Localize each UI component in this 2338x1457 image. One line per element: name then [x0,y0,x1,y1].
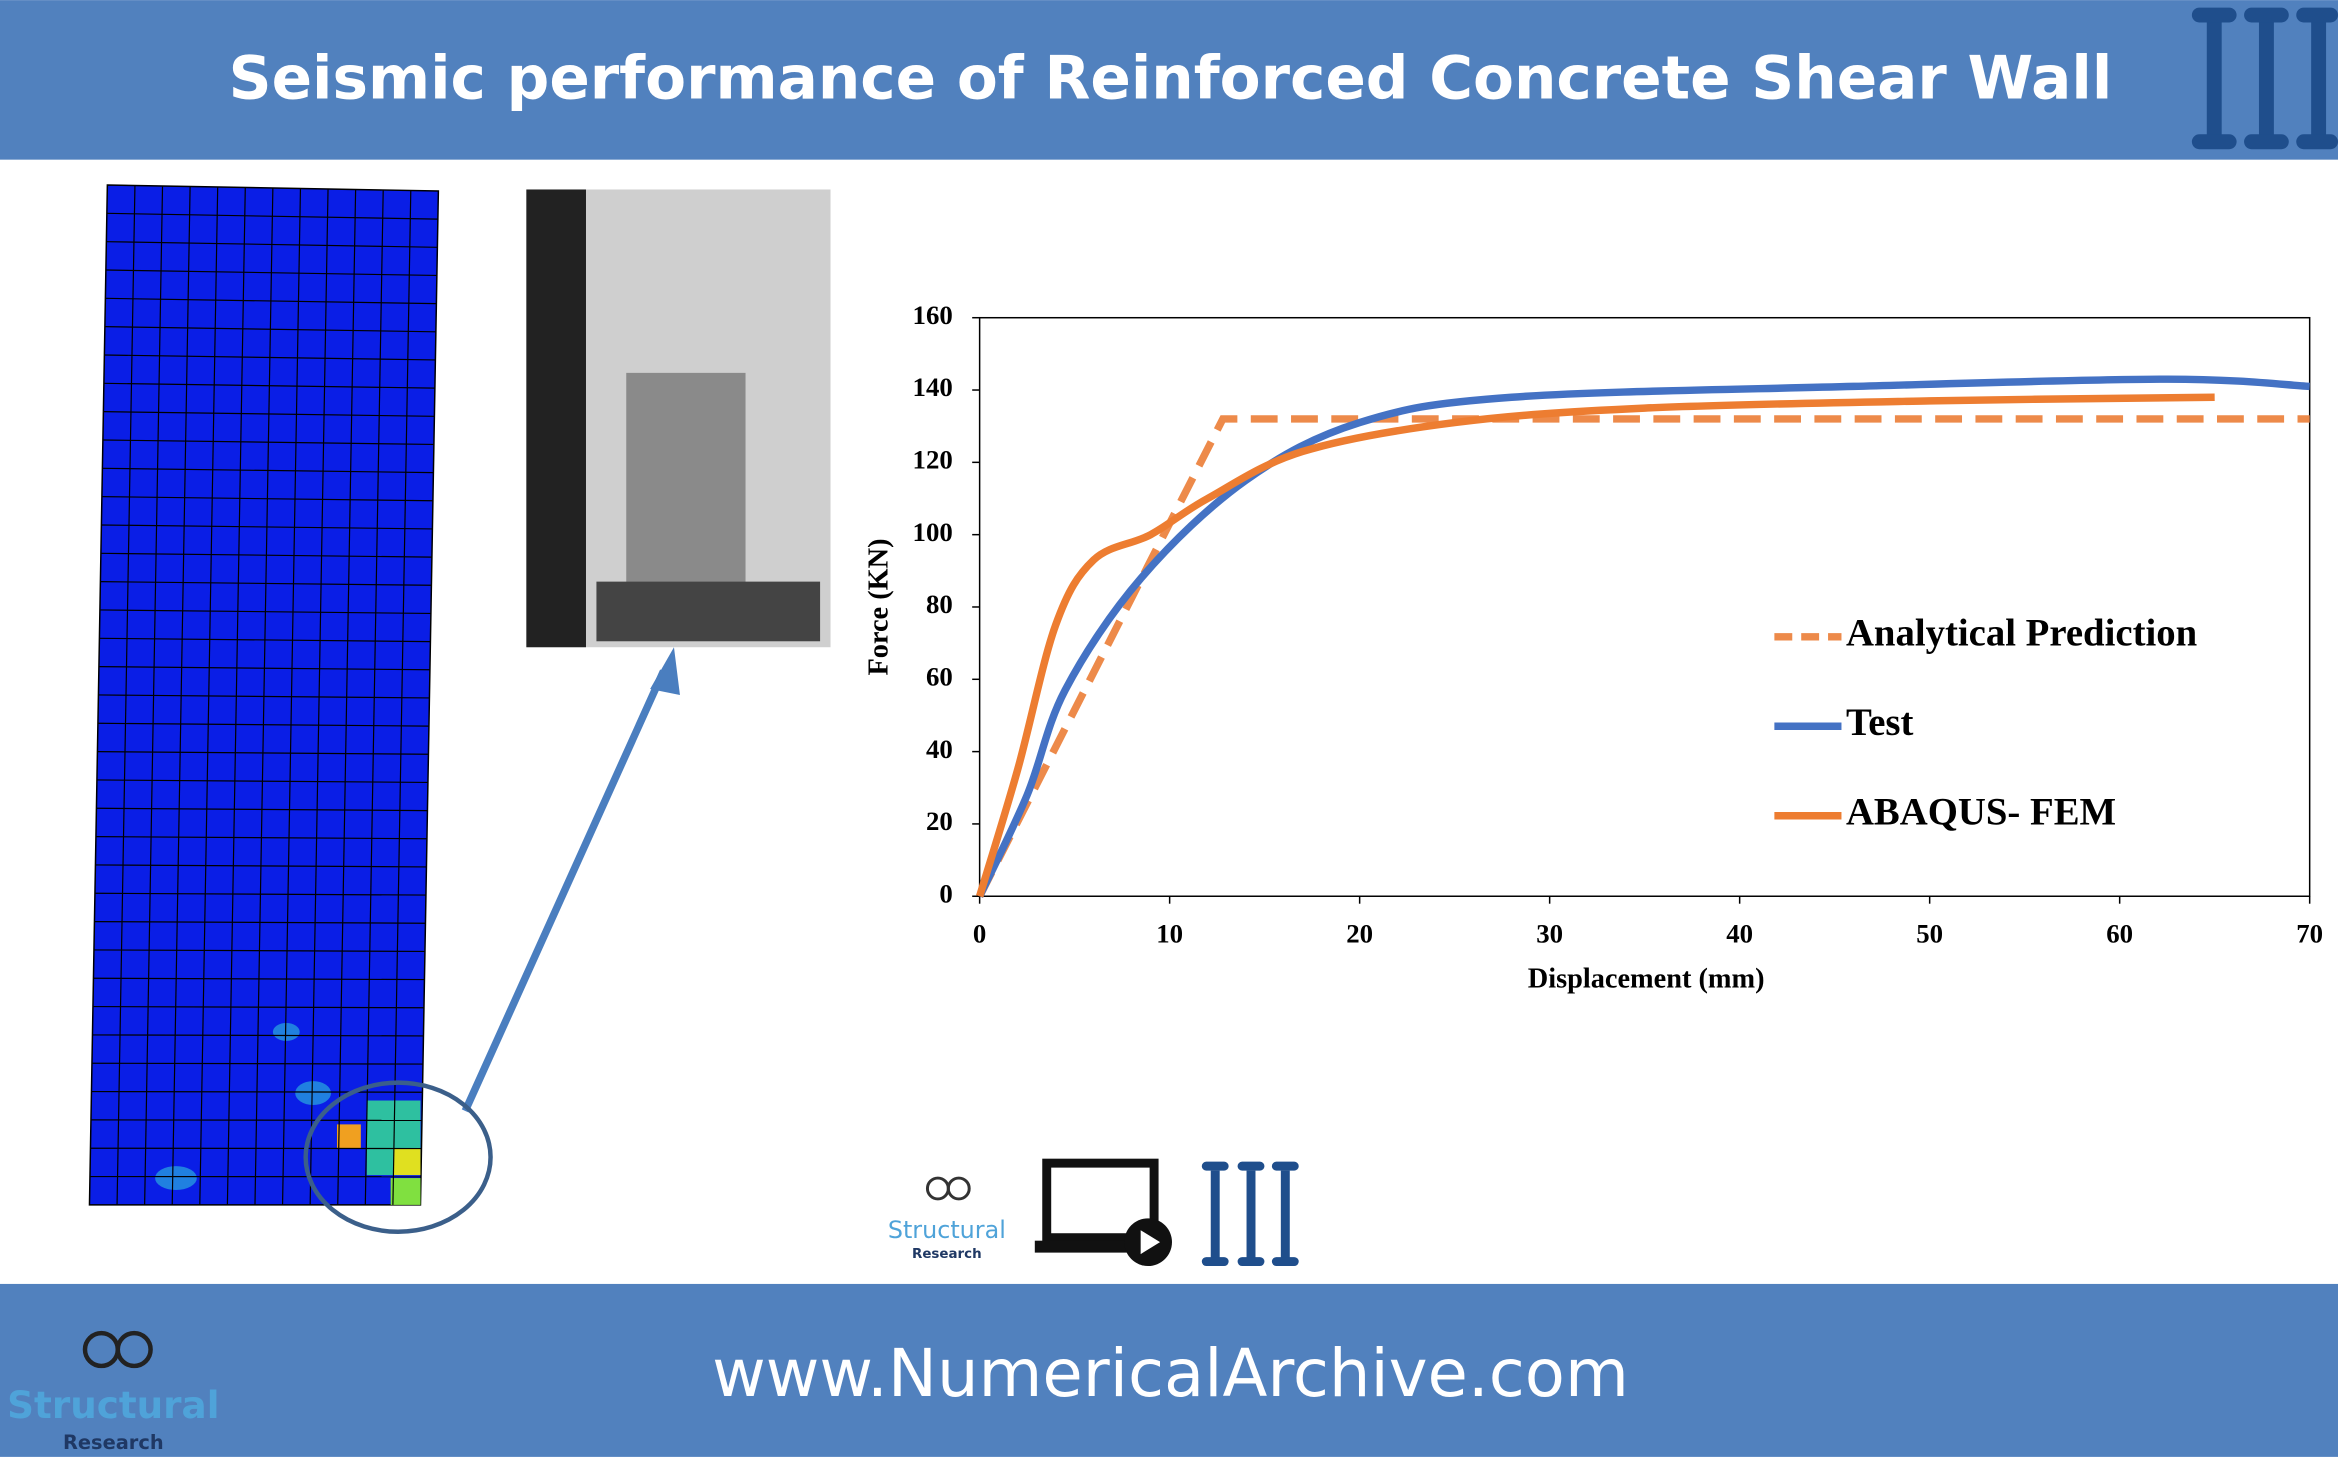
y-tick-label: 120 [913,445,953,475]
mesh-line [98,666,430,671]
mesh-line [96,807,428,812]
brand-icon [1201,1161,1299,1267]
mesh-line [102,467,434,474]
mesh-line [93,977,425,981]
x-tick-label: 40 [1726,919,1753,949]
series-line [976,375,2310,898]
mesh-line [101,496,433,502]
title: Seismic performance of Reinforced Concre… [229,45,2113,114]
mesh-line [104,326,436,333]
y-tick-label: 140 [913,372,953,402]
mesh-line [103,411,435,417]
mesh-line [95,864,427,868]
mesh-line [100,581,432,586]
mesh-line [95,836,427,840]
logo-name: Structural [888,1216,1006,1244]
x-tick-label: 50 [1916,919,1943,949]
mesh-line [105,269,437,277]
mesh-line [99,637,431,643]
x-tick-label: 70 [2296,919,2323,949]
y-tick-label: 80 [926,589,953,619]
mesh-line [91,1062,423,1065]
series-line [976,393,2215,898]
legend-label: Test [1846,701,1914,744]
mesh-line [96,779,428,784]
mesh-line [92,1034,424,1037]
chart: Displacement (mm) Force (KN) 0 10 20 30 40 50… [864,300,2323,995]
test-photo [526,189,831,648]
mesh-line [106,212,438,220]
y-tick-label: 160 [913,300,953,330]
x-tick-label: 10 [1156,919,1183,949]
mesh-line [101,524,433,530]
arrow-head [650,647,680,695]
pointer-arrow [461,669,667,1113]
x-tick-label: 0 [973,919,986,949]
mesh-line [94,892,426,896]
mesh-line [92,1005,424,1009]
small-logo: Structural Research [888,1176,1006,1262]
header-icon [2191,7,2338,150]
y-axis-label: Force (KN) [864,538,895,675]
series-line [976,415,2310,898]
legend-label: ABAQUS- FEM [1846,791,2116,834]
mesh-line [100,552,432,558]
footer-url: www.NumericalArchive.com [712,1336,1629,1412]
y-tick-label: 0 [939,878,952,908]
mesh-line [102,439,434,446]
video-icon [1034,1158,1172,1267]
footer-logo: Structural Research [7,1330,219,1454]
logo-name: Structural [7,1383,219,1427]
x-tick-label: 20 [1346,919,1373,949]
header-bar [0,0,2338,160]
y-tick-label: 40 [926,734,953,764]
logo-sub: Research [912,1247,982,1262]
legend-label: Analytical Prediction [1846,612,2197,655]
mesh-line [97,722,429,727]
y-tick-label: 20 [926,806,953,836]
y-tick-label: 100 [913,517,953,547]
footer-bar [0,1283,2338,1457]
mesh-line [103,382,435,389]
x-tick-label: 30 [1536,919,1563,949]
highlight-ellipse [303,1080,493,1234]
mesh-line [91,1090,423,1093]
mesh-line [99,609,431,615]
x-tick-label: 60 [2106,919,2133,949]
mesh-line [97,751,429,755]
mesh-line [106,241,438,248]
mesh-line [104,354,436,361]
mesh-line [94,920,426,924]
mesh-line [105,297,437,305]
mesh-line [93,949,425,953]
mesh-line [98,694,430,699]
logo-sub: Research [63,1431,164,1454]
fem-mesh [88,184,440,1206]
x-axis-label: Displacement (mm) [1528,964,1765,995]
y-tick-label: 60 [926,661,953,691]
